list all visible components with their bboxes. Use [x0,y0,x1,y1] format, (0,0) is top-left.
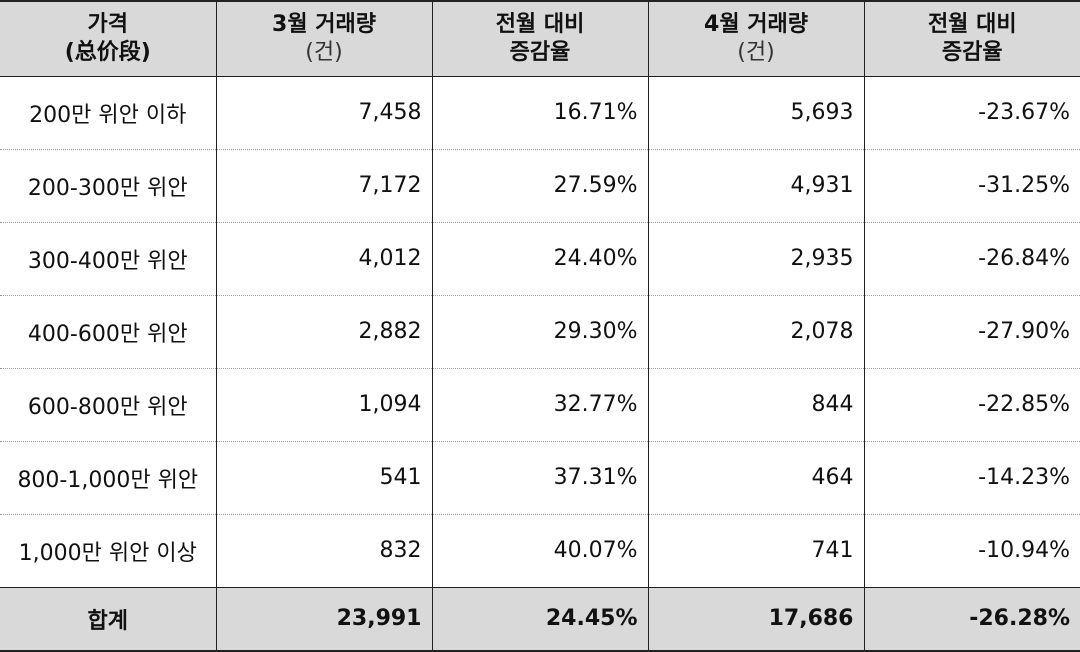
header-march-volume: 3월 거래량 (건) [215,0,432,77]
march-volume-cell: 7,172 [215,149,432,223]
april-volume-cell: 2,078 [647,295,864,369]
header-march-change: 전월 대비 증감율 [431,0,648,77]
header-april-volume-line1: 4월 거래량 [704,11,808,37]
total-april-change-cell: -26.28% [863,586,1080,652]
total-label-cell: 합계 [0,586,216,652]
march-change-cell: 16.71% [431,76,648,150]
header-march-change-line2: 증감율 [509,39,571,65]
total-april-volume-cell: 17,686 [647,586,864,652]
price-range-cell: 400-600만 위안 [0,295,216,369]
march-change-cell: 24.40% [431,222,648,296]
header-price-range: 가격 (总价段) [0,0,216,77]
april-change-cell: -31.25% [863,149,1080,223]
header-march-change-line1: 전월 대비 [495,11,585,37]
price-range-cell: 800-1,000만 위안 [0,441,216,515]
march-volume-cell: 832 [215,514,432,588]
price-range-cell: 300-400만 위안 [0,222,216,296]
header-row: 가격 (总价段) 3월 거래량 (건) 전월 대비 증감율 4월 거래량 (건)… [0,0,1080,77]
table-row: 400-600만 위안 2,882 29.30% 2,078 -27.90% [0,295,1080,369]
header-april-change-line1: 전월 대비 [927,11,1017,37]
header-price-range-line2: (总价段) [64,39,151,65]
april-volume-cell: 4,931 [647,149,864,223]
table-row: 1,000만 위안 이상 832 40.07% 741 -10.94% [0,514,1080,588]
march-change-cell: 40.07% [431,514,648,588]
total-row: 합계 23,991 24.45% 17,686 -26.28% [0,586,1080,652]
march-change-cell: 27.59% [431,149,648,223]
header-april-volume-unit: (건) [737,39,775,65]
april-change-cell: -14.23% [863,441,1080,515]
march-volume-cell: 541 [215,441,432,515]
price-range-cell: 200-300만 위안 [0,149,216,223]
april-volume-cell: 464 [647,441,864,515]
table-row: 200만 위안 이하 7,458 16.71% 5,693 -23.67% [0,76,1080,150]
total-march-change-cell: 24.45% [431,586,648,652]
march-change-cell: 37.31% [431,441,648,515]
march-volume-cell: 2,882 [215,295,432,369]
april-change-cell: -26.84% [863,222,1080,296]
april-change-cell: -23.67% [863,76,1080,150]
april-volume-cell: 5,693 [647,76,864,150]
march-volume-cell: 7,458 [215,76,432,150]
april-volume-cell: 844 [647,368,864,442]
march-volume-cell: 4,012 [215,222,432,296]
header-march-volume-line1: 3월 거래량 [272,11,376,37]
table-row: 300-400만 위안 4,012 24.40% 2,935 -26.84% [0,222,1080,296]
header-april-change-line2: 증감율 [941,39,1003,65]
header-price-range-line1: 가격 [87,11,128,37]
april-volume-cell: 2,935 [647,222,864,296]
april-change-cell: -22.85% [863,368,1080,442]
price-range-cell: 200만 위안 이하 [0,76,216,150]
march-change-cell: 32.77% [431,368,648,442]
price-range-cell: 1,000만 위안 이상 [0,514,216,588]
march-change-cell: 29.30% [431,295,648,369]
april-volume-cell: 741 [647,514,864,588]
table-body: 200만 위안 이하 7,458 16.71% 5,693 -23.67% 20… [0,76,1080,652]
header-april-change: 전월 대비 증감율 [863,0,1080,77]
header-april-volume: 4월 거래량 (건) [647,0,864,77]
table-row: 200-300만 위안 7,172 27.59% 4,931 -31.25% [0,149,1080,223]
march-volume-cell: 1,094 [215,368,432,442]
table-row: 800-1,000만 위안 541 37.31% 464 -14.23% [0,441,1080,515]
price-range-cell: 600-800만 위안 [0,368,216,442]
april-change-cell: -27.90% [863,295,1080,369]
table-header: 가격 (总价段) 3월 거래량 (건) 전월 대비 증감율 4월 거래량 (건)… [0,0,1080,77]
total-march-volume-cell: 23,991 [215,586,432,652]
header-march-volume-unit: (건) [305,39,343,65]
april-change-cell: -10.94% [863,514,1080,588]
table-row: 600-800만 위안 1,094 32.77% 844 -22.85% [0,368,1080,442]
